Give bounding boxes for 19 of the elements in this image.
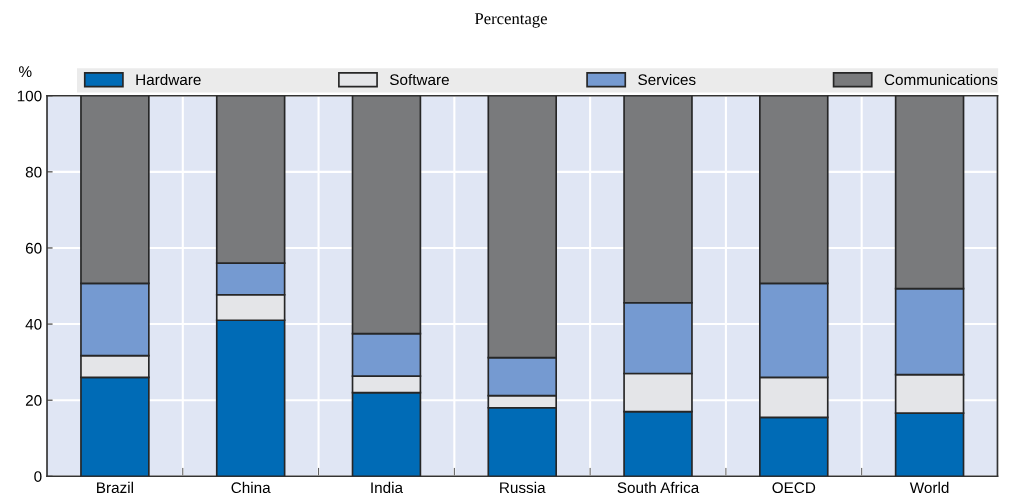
- x-tick-label: Russia: [500, 481, 546, 494]
- y-tick-label: 0: [34, 471, 42, 482]
- y-tick-label: 60: [25, 242, 42, 254]
- x-tick-label: China: [231, 481, 271, 494]
- legend-label: Hardware: [136, 73, 201, 86]
- y-tick-label: 20: [25, 395, 42, 406]
- x-tick-label: Brazil: [97, 481, 133, 494]
- legend-label: Software: [389, 73, 449, 86]
- y-axis-title: %: [19, 66, 32, 77]
- legend-label: Services: [638, 73, 696, 86]
- x-tick-label: OECD: [772, 482, 816, 494]
- y-tick-label: 40: [25, 318, 42, 330]
- legend-label: Communications: [884, 73, 998, 86]
- x-tick-label: World: [909, 481, 949, 494]
- y-tick-label: 100: [17, 90, 42, 102]
- x-tick-label: India: [371, 481, 404, 494]
- x-tick-label: South Africa: [617, 481, 700, 494]
- chart-subtitle: Percentage: [474, 13, 547, 28]
- y-tick-label: 80: [25, 166, 42, 178]
